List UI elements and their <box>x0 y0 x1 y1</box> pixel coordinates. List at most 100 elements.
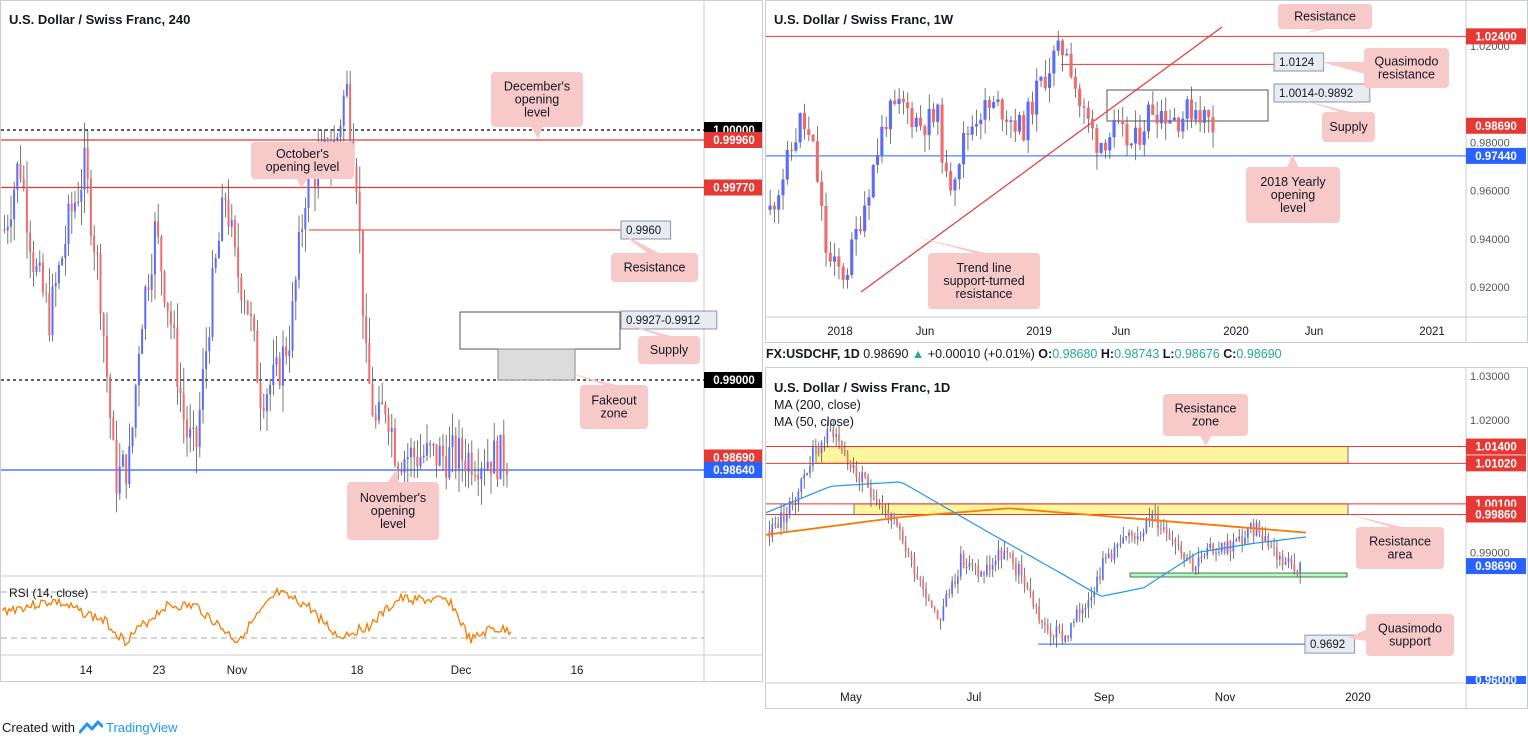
h4-candle <box>125 454 128 485</box>
daily-candle <box>777 523 779 528</box>
h4-candle <box>41 262 44 293</box>
h4-candle <box>99 253 102 315</box>
weekly-candle <box>1185 99 1189 119</box>
daily-candle <box>1287 558 1290 562</box>
daily-tag-qm-bg <box>1304 634 1356 654</box>
h4-candle <box>467 452 470 472</box>
weekly-candle <box>914 117 918 127</box>
h4-candle <box>134 385 137 429</box>
h4-chart-panel[interactable]: U.S. Dollar / Swiss Franc, 240 1.00000 0.… <box>0 0 763 682</box>
daily-candle <box>997 549 1000 561</box>
weekly-x-tick: Jun <box>1305 326 1324 338</box>
weekly-candle <box>1116 120 1120 122</box>
svg-text:Fakeout: Fakeout <box>591 394 637 408</box>
weekly-x-tick: 2021 <box>1419 326 1445 338</box>
h4-candle <box>109 376 112 418</box>
tradingview-brand[interactable]: TradingView <box>106 720 178 735</box>
weekly-callout-supply: Supply <box>1306 101 1375 142</box>
weekly-candle <box>953 179 957 191</box>
h4-price-label-bg <box>704 462 762 478</box>
h4-candle <box>275 357 278 365</box>
h4-candle <box>461 438 464 461</box>
weekly-candle <box>1030 101 1034 115</box>
h4-candle <box>256 330 259 383</box>
h4-candle <box>70 203 73 212</box>
h4-candle <box>419 457 422 467</box>
weekly-chart-title: U.S. Dollar / Swiss Franc, 1W <box>774 12 954 27</box>
daily-price-label: 1.01020 <box>1475 458 1517 470</box>
daily-candle <box>852 464 855 469</box>
h4-price-label-bg <box>704 449 762 466</box>
weekly-candle <box>815 141 819 182</box>
h4-candle <box>3 230 6 231</box>
h4-candle <box>393 427 396 466</box>
daily-candle <box>1281 556 1284 565</box>
svg-text:2018 Yearly: 2018 Yearly <box>1260 175 1326 189</box>
h4-candle <box>294 279 297 302</box>
h4-candle <box>48 293 51 336</box>
h4-candle <box>115 439 118 494</box>
h4-candle <box>211 267 214 337</box>
h4-candle <box>38 262 41 266</box>
h4-candle <box>61 258 64 265</box>
h4-candle <box>493 440 496 474</box>
daily-candle <box>812 447 814 466</box>
weekly-candle <box>828 252 832 262</box>
h4-candle <box>25 186 28 233</box>
weekly-candle <box>979 119 983 125</box>
h4-candle <box>291 301 294 351</box>
h4-candle <box>374 415 377 421</box>
h4-chart-canvas[interactable]: 1.000000.999600.997700.990000.986900.986… <box>1 1 763 682</box>
weekly-candle <box>1035 80 1039 115</box>
h4-candle <box>502 434 505 470</box>
h4-candle <box>425 443 428 456</box>
weekly-y-tick: 0.92000 <box>1470 282 1510 294</box>
weekly-candle <box>940 104 944 163</box>
daily-candle <box>843 450 846 454</box>
daily-candle <box>910 554 913 559</box>
daily-candle <box>1044 622 1046 625</box>
daily-candle <box>1209 543 1211 548</box>
h4-price-label-bg <box>704 132 762 148</box>
daily-candle <box>1296 571 1298 574</box>
daily-candle <box>1212 543 1214 554</box>
daily-candle <box>1035 606 1037 608</box>
weekly-candle <box>992 101 996 108</box>
low-value: 0.98676 <box>1174 347 1220 361</box>
weekly-candle <box>1181 118 1185 132</box>
weekly-candle <box>1202 109 1206 123</box>
daily-candle <box>916 574 919 579</box>
weekly-chart-canvas[interactable]: 1.020000.980000.960000.940000.920001.024… <box>766 1 1528 343</box>
weekly-candle <box>1056 40 1060 51</box>
h4-candle <box>397 465 400 472</box>
daily-chart-panel[interactable]: U.S. Dollar / Swiss Franc, 1D MA (200, c… <box>765 367 1528 709</box>
daily-chart-canvas[interactable]: 1.030001.020000.990001.014001.010201.001… <box>766 368 1528 709</box>
h4-candle <box>208 336 211 352</box>
daily-candle <box>1142 532 1145 537</box>
daily-price-label: 0.98690 <box>1475 561 1517 573</box>
daily-candle <box>1055 626 1058 638</box>
daily-candle <box>899 525 901 531</box>
weekly-candle <box>1138 127 1142 145</box>
daily-candle <box>1244 537 1246 545</box>
daily-candle <box>881 502 884 508</box>
weekly-candle <box>863 205 867 232</box>
daily-candle <box>1087 600 1090 608</box>
weekly-price-label-bg <box>1466 28 1526 45</box>
daily-x-tick: 2020 <box>1345 692 1371 704</box>
daily-candle <box>922 579 924 589</box>
daily-candle <box>1029 588 1032 592</box>
h4-candle <box>477 475 480 480</box>
weekly-candle <box>1194 110 1198 120</box>
weekly-candle <box>1069 54 1073 77</box>
daily-candle <box>1145 517 1148 533</box>
weekly-candle <box>987 100 991 108</box>
daily-candle <box>1249 523 1252 528</box>
daily-candle <box>954 581 956 584</box>
weekly-chart-panel[interactable]: U.S. Dollar / Swiss Franc, 1W 1.02000 0.9… <box>765 0 1528 343</box>
weekly-candle <box>1172 117 1176 121</box>
weekly-candle <box>837 256 841 267</box>
weekly-candle <box>966 133 970 135</box>
weekly-candle <box>824 205 828 253</box>
